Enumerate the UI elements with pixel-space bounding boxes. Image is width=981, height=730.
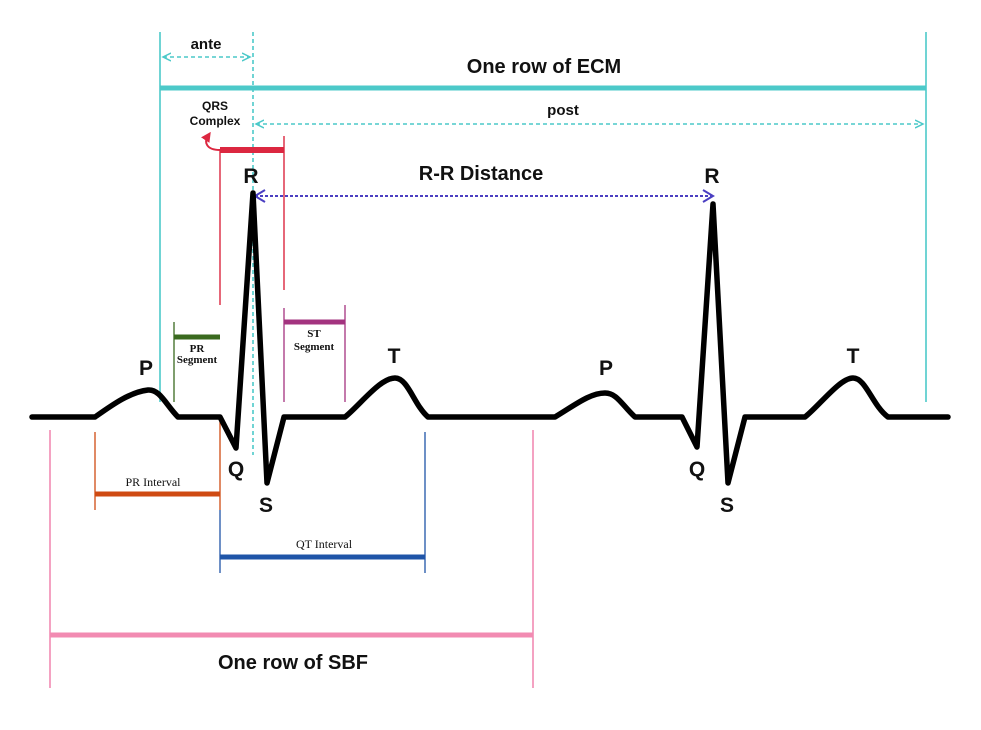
- wave-label-s2: S: [720, 494, 734, 517]
- wave-label-p1: P: [139, 357, 153, 380]
- qrs-complex-marker: QRS Complex: [190, 99, 285, 305]
- st-segment-marker: ST Segment: [283, 305, 346, 402]
- sbf-row-label: One row of SBF: [218, 652, 368, 674]
- st-segment-label-line2: Segment: [294, 341, 335, 353]
- ecg-trace: [29, 190, 951, 486]
- wave-label-s1: S: [259, 494, 273, 517]
- qrs-label-line2: Complex: [190, 114, 241, 128]
- ante-label: ante: [191, 36, 222, 53]
- wave-label-q2: Q: [689, 458, 705, 481]
- sbf-marker: One row of SBF: [49, 430, 534, 688]
- qt-interval-marker: QT Interval: [219, 432, 426, 573]
- wave-labels: P R Q S T P R Q S T: [139, 165, 860, 517]
- rr-distance-label: R-R Distance: [419, 163, 543, 185]
- ecm-row-label: One row of ECM: [467, 56, 621, 78]
- qrs-label-line1: QRS: [202, 99, 228, 113]
- wave-label-r1: R: [243, 165, 258, 188]
- wave-label-p2: P: [599, 357, 613, 380]
- qt-interval-label: QT Interval: [296, 537, 353, 551]
- wave-label-t1: T: [388, 345, 401, 368]
- wave-label-t2: T: [847, 345, 860, 368]
- ecm-markers: ante One row of ECM post: [159, 32, 927, 455]
- qrs-pointer-arrow: [201, 131, 221, 151]
- wave-label-q1: Q: [228, 458, 244, 481]
- pr-segment-label-line2: Segment: [177, 354, 218, 366]
- pr-interval-label: PR Interval: [126, 475, 182, 489]
- pr-segment-label-line1: PR: [190, 343, 206, 355]
- rr-distance-marker: R-R Distance: [253, 163, 715, 203]
- st-segment-label-line1: ST: [307, 328, 321, 340]
- wave-label-r2: R: [704, 165, 719, 188]
- pr-segment-marker: PR Segment: [173, 322, 220, 402]
- post-label: post: [547, 102, 579, 119]
- pr-interval-marker: PR Interval: [94, 420, 221, 510]
